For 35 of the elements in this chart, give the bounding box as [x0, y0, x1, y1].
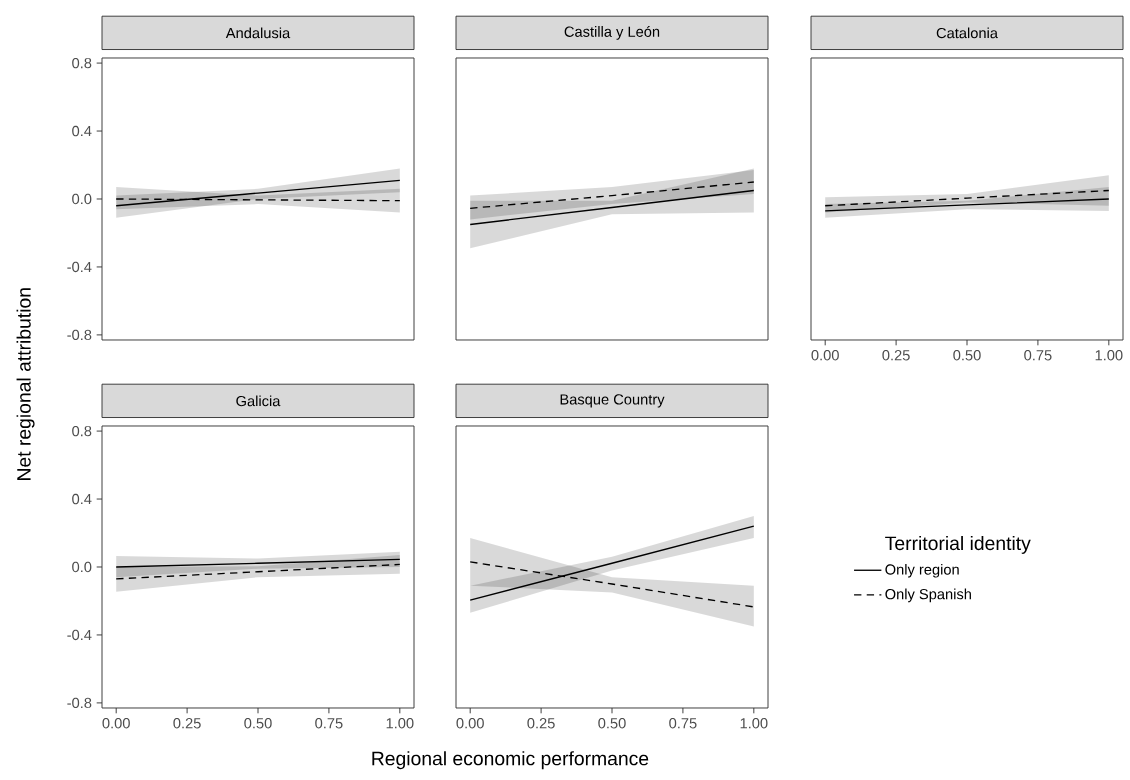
x-axis-title: Regional economic performance [372, 751, 649, 770]
x-tick-label: 0.00 [102, 718, 130, 729]
x-tick-label: 0.50 [953, 350, 981, 361]
y-tick-label: -0.4 [67, 629, 92, 641]
x-tick-label: 0.25 [527, 718, 555, 729]
chart-title: Galicia [236, 395, 281, 407]
legend-title: Territorial identity [885, 535, 1031, 554]
y-tick-label: 0.0 [72, 561, 92, 573]
y-tick-label: 0.8 [72, 57, 92, 69]
y-tick-label: -0.4 [67, 261, 92, 273]
x-tick-label: 0.25 [173, 718, 201, 729]
y-tick-label: 0.0 [72, 193, 92, 205]
x-tick-label: 0.00 [456, 718, 484, 729]
y-tick-label: -0.8 [67, 697, 92, 709]
x-tick-label: 0.75 [669, 718, 697, 729]
x-tick-label: 0.00 [811, 350, 839, 361]
y-tick-label: 0.4 [72, 125, 92, 137]
chart-title: Catalonia [936, 27, 998, 39]
x-tick-label: 0.75 [315, 718, 343, 729]
x-tick-label: 0.75 [1024, 350, 1052, 361]
y-tick-label: 0.4 [72, 493, 92, 505]
chart-title: Basque Country [560, 394, 665, 408]
x-tick-label: 0.50 [598, 718, 626, 729]
x-tick-label: 0.25 [882, 350, 910, 361]
x-tick-label: 0.50 [244, 718, 272, 729]
chart-title: Castilla y León [564, 25, 660, 40]
x-tick-label: 1.00 [740, 718, 768, 729]
y-tick-label: 0.8 [72, 425, 92, 437]
legend-label: Only Spanish [885, 588, 971, 603]
chart-title: Andalusia [225, 27, 291, 39]
y-axis-title: Net regional attribution [16, 288, 35, 480]
legend-label: Only region [885, 563, 959, 578]
x-tick-label: 1.00 [386, 718, 414, 729]
y-tick-label: -0.8 [67, 329, 92, 341]
x-tick-label: 1.00 [1095, 350, 1123, 361]
